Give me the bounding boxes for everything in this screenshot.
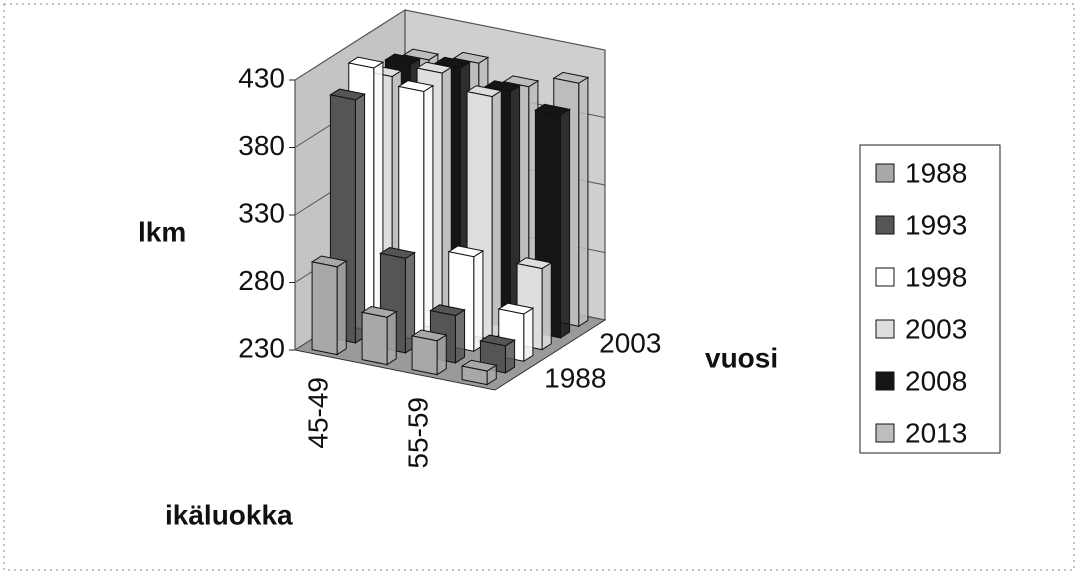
- legend-swatch: [875, 423, 895, 443]
- y-tick-label: 330: [238, 197, 285, 228]
- legend-swatch: [875, 371, 895, 391]
- bar-side: [491, 89, 502, 341]
- y-tick-label: 380: [238, 130, 285, 161]
- legend-label: 2013: [905, 417, 967, 448]
- x-tick-label: 55-59: [402, 397, 433, 469]
- bar-side: [336, 260, 347, 356]
- legend-label: 2003: [905, 313, 967, 344]
- bar-side: [423, 84, 434, 343]
- bar-side: [354, 93, 366, 344]
- y-tick-label: 430: [238, 62, 285, 93]
- legend-label: 1988: [905, 157, 967, 188]
- legend-label: 1993: [905, 209, 967, 240]
- x-axis-label: ikäluokka: [165, 499, 293, 530]
- legend-box: [859, 144, 1001, 454]
- legend-swatch: [875, 267, 895, 287]
- bar-side: [454, 308, 466, 364]
- bar: [461, 365, 488, 386]
- bar-side: [436, 334, 447, 376]
- legend-label: 1998: [905, 261, 967, 292]
- y-axis-label: lkm: [138, 216, 186, 247]
- z-axis-label: vuosi: [705, 342, 778, 373]
- legend-swatch: [875, 163, 895, 183]
- z-tick-label: 1988: [544, 363, 606, 394]
- bar-side: [541, 261, 552, 351]
- bar-side: [386, 310, 397, 366]
- y-tick-label: 280: [238, 265, 285, 296]
- legend-swatch: [875, 319, 895, 339]
- bar-side: [473, 250, 484, 353]
- grid-line: [294, 9, 606, 81]
- y-tick-label: 230: [238, 332, 285, 363]
- page-border: [3, 3, 1075, 571]
- legend-label: 2008: [905, 365, 967, 396]
- bar: [361, 311, 388, 366]
- x-tick-label: 45-49: [302, 377, 333, 449]
- legend-swatch: [875, 215, 895, 235]
- bar: [411, 335, 438, 376]
- bar-side: [523, 307, 534, 363]
- bar-side: [559, 108, 571, 339]
- z-tick-label: 2003: [599, 328, 661, 359]
- bar-side: [578, 76, 589, 328]
- bar: [311, 261, 338, 356]
